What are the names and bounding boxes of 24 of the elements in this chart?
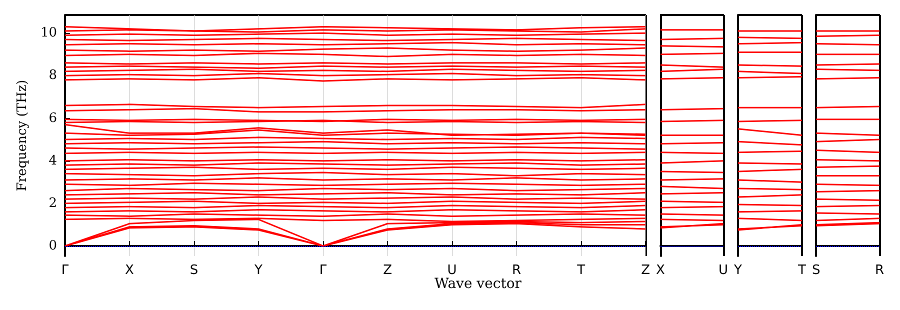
- x-tick-label: U: [718, 263, 728, 278]
- y-tick-label: 10: [40, 26, 57, 41]
- x-tick-label: T: [797, 263, 806, 278]
- x-axis-title: Wave vector: [434, 276, 522, 292]
- x-tick-label: Z: [641, 263, 650, 278]
- x-tick-label: S: [190, 263, 198, 278]
- x-tick-label: X: [656, 263, 665, 278]
- y-tick-label: 4: [48, 153, 57, 168]
- x-tick-label: R: [874, 263, 884, 278]
- y-axis-title: Frequency (THz): [15, 80, 30, 192]
- x-tick-label: Z: [383, 263, 392, 278]
- x-tick-label: T: [576, 263, 586, 278]
- x-tick-label: S: [812, 263, 820, 278]
- y-tick-label: 8: [48, 68, 57, 84]
- y-tick-label: 2: [48, 196, 57, 211]
- x-tick-label: R: [512, 263, 522, 278]
- y-tick-label: 6: [48, 110, 57, 126]
- y-tick-label: 0: [48, 238, 57, 254]
- x-tick-label: X: [125, 263, 134, 278]
- x-tick-label: Y: [733, 263, 742, 278]
- x-tick-label: Y: [254, 263, 263, 278]
- x-tick-label: Γ: [61, 263, 70, 278]
- x-tick-label: Γ: [319, 263, 328, 278]
- x-tick-label: U: [447, 263, 457, 278]
